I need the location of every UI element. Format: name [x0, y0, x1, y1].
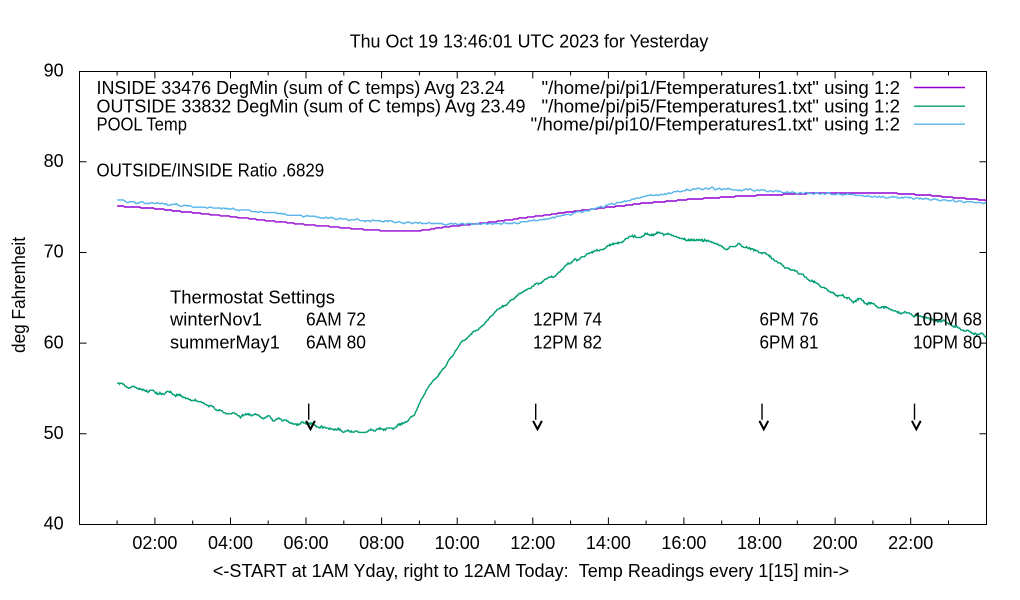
svg-text:"/home/pi/pi10/Ftemperatures1.: "/home/pi/pi10/Ftemperatures1.txt" using… — [531, 114, 901, 134]
svg-text:18:00: 18:00 — [737, 533, 782, 553]
svg-text:Thu Oct 19 13:46:01 UTC 2023 f: Thu Oct 19 13:46:01 UTC 2023 for Yesterd… — [350, 32, 709, 52]
svg-text:OUTSIDE/INSIDE Ratio .6829: OUTSIDE/INSIDE Ratio .6829 — [97, 161, 325, 181]
svg-text:<-START at 1AM Yday, right to: <-START at 1AM Yday, right to 12AM Today… — [213, 561, 849, 581]
svg-text:6AM 72: 6AM 72 — [306, 310, 366, 330]
svg-text:"/home/pi/pi5/Ftemperatures1.t: "/home/pi/pi5/Ftemperatures1.txt" using … — [542, 96, 901, 116]
svg-text:40: 40 — [44, 514, 64, 534]
svg-text:10:00: 10:00 — [435, 533, 480, 553]
svg-text:70: 70 — [44, 242, 64, 262]
svg-text:summerMay1: summerMay1 — [170, 333, 280, 353]
svg-text:winterNov1: winterNov1 — [169, 310, 262, 330]
svg-text:OUTSIDE 33832 DegMin (sum of C: OUTSIDE 33832 DegMin (sum of C temps) Av… — [97, 96, 526, 116]
svg-text:INSIDE 33476 DegMin (sum of C: INSIDE 33476 DegMin (sum of C temps) Avg… — [97, 78, 505, 98]
svg-text:Thermostat Settings: Thermostat Settings — [170, 288, 335, 308]
svg-text:90: 90 — [44, 60, 64, 80]
svg-text:14:00: 14:00 — [586, 533, 631, 553]
svg-text:16:00: 16:00 — [661, 533, 706, 553]
svg-text:20:00: 20:00 — [813, 533, 858, 553]
svg-text:12PM 74: 12PM 74 — [533, 310, 602, 330]
svg-text:6PM 76: 6PM 76 — [760, 310, 819, 330]
svg-text:6PM 81: 6PM 81 — [760, 333, 819, 353]
svg-text:12PM 82: 12PM 82 — [533, 333, 602, 353]
svg-text:6AM 80: 6AM 80 — [306, 333, 366, 353]
svg-text:08:00: 08:00 — [359, 533, 404, 553]
svg-text:80: 80 — [44, 151, 64, 171]
svg-text:10PM 80: 10PM 80 — [913, 333, 982, 353]
svg-text:12:00: 12:00 — [510, 533, 555, 553]
svg-text:04:00: 04:00 — [208, 533, 253, 553]
svg-text:60: 60 — [44, 332, 64, 352]
svg-text:02:00: 02:00 — [132, 533, 177, 553]
svg-text:22:00: 22:00 — [888, 533, 933, 553]
svg-text:10PM 68: 10PM 68 — [913, 310, 982, 330]
svg-text:50: 50 — [44, 423, 64, 443]
svg-text:deg Fahrenheit: deg Fahrenheit — [9, 237, 29, 353]
svg-text:POOL Temp: POOL Temp — [97, 114, 188, 134]
svg-text:"/home/pi/pi1/Ftemperatures1.t: "/home/pi/pi1/Ftemperatures1.txt" using … — [542, 78, 901, 98]
svg-text:06:00: 06:00 — [283, 533, 328, 553]
